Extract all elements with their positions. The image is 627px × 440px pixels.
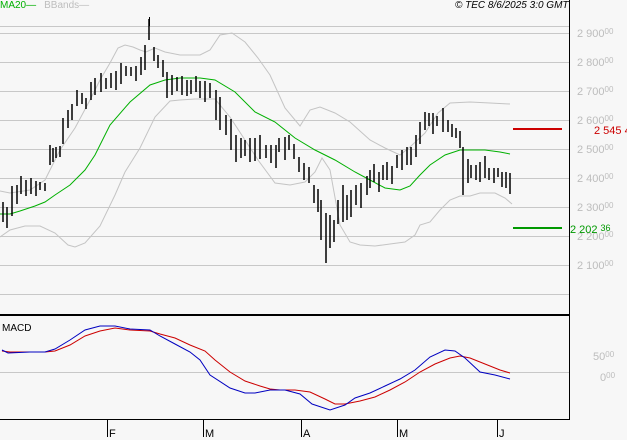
svg-text:000: 000 xyxy=(600,371,616,384)
legend-ma20: MA20 xyxy=(0,0,27,11)
x-axis xyxy=(107,420,498,437)
chart-legend: MA20— BBands — xyxy=(0,0,89,11)
legend-bbands: BBands xyxy=(44,0,80,11)
svg-text:2 70000: 2 70000 xyxy=(577,85,614,98)
macd-title: MACD xyxy=(2,323,31,334)
svg-text:5000: 5000 xyxy=(593,350,615,363)
svg-text:2 10000: 2 10000 xyxy=(577,259,614,272)
price-grid xyxy=(0,26,569,295)
macd-line xyxy=(1,325,511,411)
month-label-f: F xyxy=(109,428,116,440)
svg-text:2 80000: 2 80000 xyxy=(577,56,614,69)
resistance-label: 2 545 4 xyxy=(594,125,627,137)
macd-signal-line xyxy=(1,327,511,405)
svg-text:2 30000: 2 30000 xyxy=(577,201,614,214)
month-label-m2: M xyxy=(399,428,408,440)
month-label-j: J xyxy=(499,428,505,440)
svg-text:2 50000: 2 50000 xyxy=(577,143,614,156)
svg-text:2 40000: 2 40000 xyxy=(577,172,614,185)
price-bars xyxy=(2,19,511,263)
copyright-timestamp: © TEC 8/6/2025 3:0 GMT xyxy=(455,0,569,11)
month-label-m: M xyxy=(205,428,214,440)
ma20-line xyxy=(0,77,511,215)
svg-text:2 20000: 2 20000 xyxy=(577,230,614,243)
support-label: 2 202 36 xyxy=(570,223,611,236)
month-label-a: A xyxy=(303,428,311,440)
svg-text:2 90000: 2 90000 xyxy=(577,27,614,40)
bbands-swatch: — xyxy=(79,0,90,11)
svg-text:2 60000: 2 60000 xyxy=(577,114,614,127)
ma20-swatch: — xyxy=(26,0,37,11)
price-axis-labels: 2 90000 2 80000 2 70000 2 60000 2 50000 … xyxy=(577,27,614,272)
bollinger-bands xyxy=(0,32,513,248)
